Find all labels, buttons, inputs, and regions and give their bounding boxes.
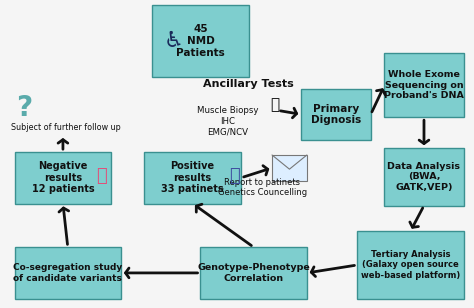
Text: Negative
results
12 patients: Negative results 12 patients: [32, 161, 94, 194]
Text: Ancillary Tests: Ancillary Tests: [203, 79, 294, 89]
FancyBboxPatch shape: [15, 152, 111, 204]
FancyBboxPatch shape: [201, 247, 307, 299]
Text: Muscle Biopsy
IHC
EMG/NCV: Muscle Biopsy IHC EMG/NCV: [197, 107, 258, 136]
Text: Genotype-Phenotype
Correlation: Genotype-Phenotype Correlation: [197, 263, 310, 283]
Text: ⛹: ⛹: [229, 167, 240, 185]
Text: ⛹: ⛹: [96, 167, 107, 185]
Text: 🔬: 🔬: [270, 97, 280, 112]
Text: Co-segregation study
of candidate variants: Co-segregation study of candidate varian…: [13, 263, 122, 283]
Text: ?: ?: [16, 95, 32, 122]
Text: Data Analysis
(BWA,
GATK,VEP): Data Analysis (BWA, GATK,VEP): [387, 162, 460, 192]
FancyBboxPatch shape: [144, 152, 241, 204]
FancyBboxPatch shape: [15, 247, 121, 299]
FancyBboxPatch shape: [301, 89, 371, 140]
Text: Whole Exome
Sequencing on
Proband's DNA: Whole Exome Sequencing on Proband's DNA: [384, 70, 464, 100]
Text: Report to patinets
Genetics Councelling: Report to patinets Genetics Councelling: [218, 178, 307, 197]
FancyBboxPatch shape: [272, 155, 307, 181]
FancyBboxPatch shape: [357, 231, 464, 299]
Text: Subject of further follow up: Subject of further follow up: [11, 123, 120, 132]
Text: Primary
Dignosis: Primary Dignosis: [311, 103, 361, 125]
Text: Positive
results
33 patinets: Positive results 33 patinets: [161, 161, 224, 194]
Text: 45
NMD
Patients: 45 NMD Patients: [176, 24, 225, 58]
Text: ♿: ♿: [163, 31, 183, 51]
FancyBboxPatch shape: [384, 148, 464, 205]
Text: Tertiary Analysis
(Galaxy open source
web-based platform): Tertiary Analysis (Galaxy open source we…: [361, 250, 460, 280]
FancyBboxPatch shape: [152, 5, 249, 77]
FancyBboxPatch shape: [384, 53, 464, 117]
